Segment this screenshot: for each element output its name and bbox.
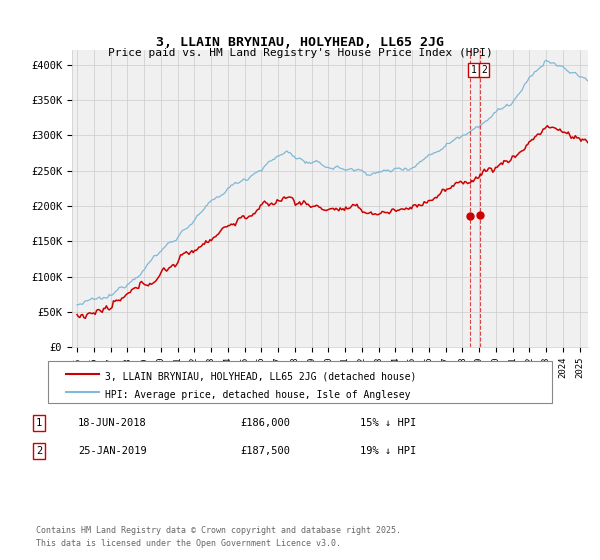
Text: 2: 2 [481,65,487,75]
Text: HPI: Average price, detached house, Isle of Anglesey: HPI: Average price, detached house, Isle… [105,390,410,400]
Text: 1: 1 [471,65,477,75]
Text: £186,000: £186,000 [240,418,290,428]
Text: £187,500: £187,500 [240,446,290,456]
Text: Price paid vs. HM Land Registry's House Price Index (HPI): Price paid vs. HM Land Registry's House … [107,48,493,58]
Text: 18-JUN-2018: 18-JUN-2018 [78,418,147,428]
Text: 2: 2 [36,446,42,456]
Text: 1: 1 [36,418,42,428]
Text: Contains HM Land Registry data © Crown copyright and database right 2025.
This d: Contains HM Land Registry data © Crown c… [36,526,401,548]
Text: 19% ↓ HPI: 19% ↓ HPI [360,446,416,456]
Text: 25-JAN-2019: 25-JAN-2019 [78,446,147,456]
Text: 3, LLAIN BRYNIAU, HOLYHEAD, LL65 2JG (detached house): 3, LLAIN BRYNIAU, HOLYHEAD, LL65 2JG (de… [105,372,416,382]
Text: 15% ↓ HPI: 15% ↓ HPI [360,418,416,428]
Text: 3, LLAIN BRYNIAU, HOLYHEAD, LL65 2JG: 3, LLAIN BRYNIAU, HOLYHEAD, LL65 2JG [156,36,444,49]
